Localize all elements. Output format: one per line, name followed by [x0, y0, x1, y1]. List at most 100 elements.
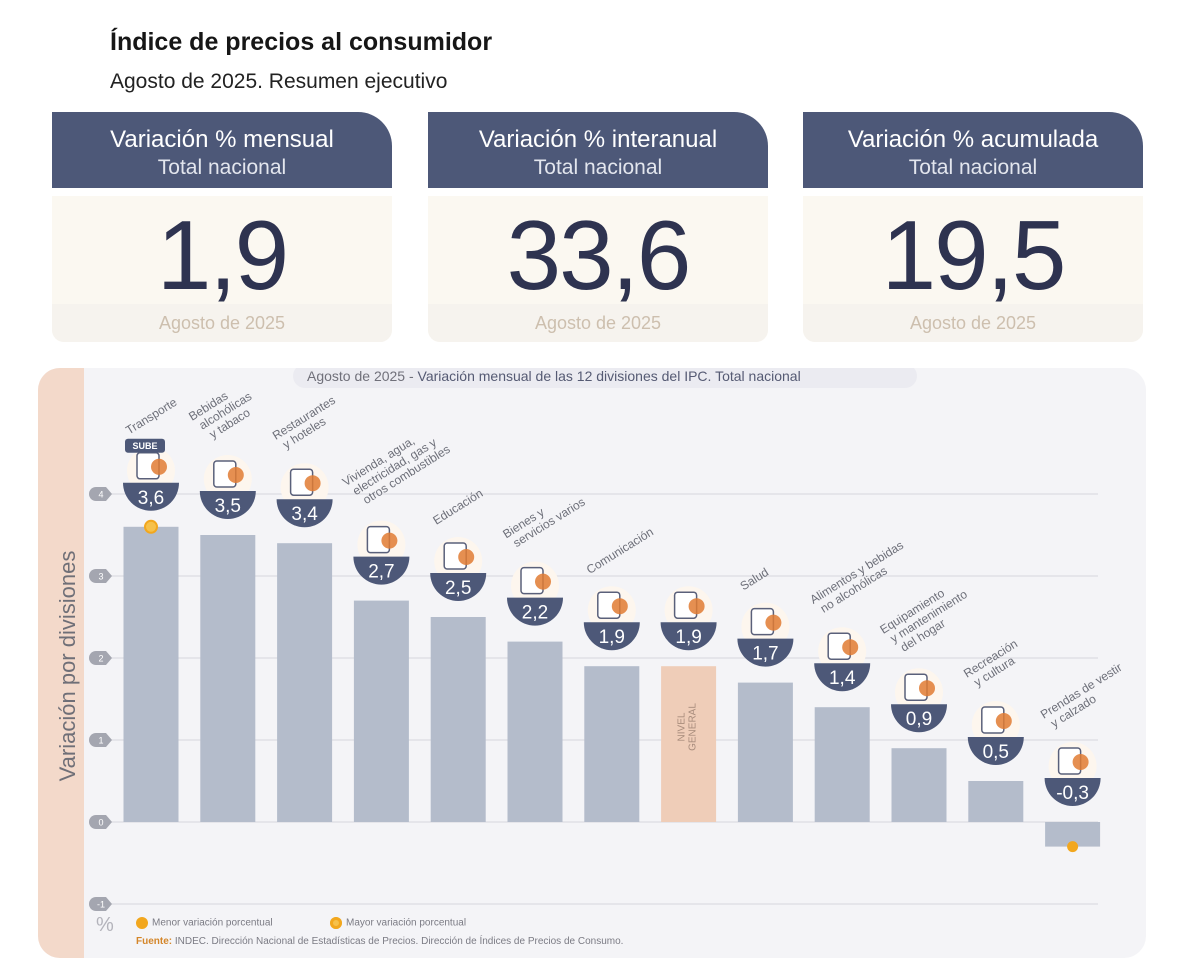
- value-label: 2,2: [522, 603, 548, 624]
- y-tick-label: 4: [98, 490, 103, 500]
- chart-title-text: Variación mensual de las 12 divisiones d…: [417, 368, 801, 384]
- category-label-line: Comunicación: [584, 525, 656, 577]
- value-badge: [1044, 778, 1101, 806]
- card-title: Variación % mensual: [110, 126, 334, 153]
- legend-label: Mayor variación porcentual: [346, 917, 467, 929]
- category-label-line: Alimentos y bebidas: [807, 538, 905, 607]
- y-tick-marker: [89, 569, 112, 583]
- bus-icon: SUBE: [125, 438, 167, 480]
- y-tick-marker: [89, 733, 112, 747]
- shopping-basket-icon: [673, 591, 705, 619]
- y-tick-label: -1: [97, 900, 105, 910]
- bar: [968, 781, 1024, 822]
- category-label: Salud: [738, 565, 771, 593]
- card-monthly: Variación % mensual Total nacional 1,9 A…: [52, 112, 392, 342]
- lightbulb-key-icon: [366, 525, 398, 554]
- first-aid-icon: [750, 607, 782, 636]
- icon-accent: [151, 458, 167, 475]
- bar: [123, 526, 179, 822]
- comb-scissors-icon: [520, 566, 551, 595]
- category-label: Educación: [430, 486, 485, 528]
- sube-badge-text: SUBE: [132, 441, 157, 451]
- category-label-line: Educación: [430, 486, 485, 528]
- icon-accent: [842, 639, 859, 656]
- y-unit-label: %: [96, 914, 114, 936]
- smartphone-icon: [597, 591, 628, 619]
- value-label: 0,5: [983, 742, 1009, 763]
- value-label: 1,4: [829, 668, 856, 689]
- icon-accent: [304, 475, 321, 492]
- legend-dot-icon: [136, 917, 148, 929]
- legend-ring-dot-icon: [330, 917, 342, 929]
- card-title: Variación % interanual: [478, 126, 718, 153]
- lowest-marker-icon: [1067, 841, 1079, 853]
- y-tick-marker: [89, 897, 112, 911]
- card-period: Agosto de 2025: [428, 304, 768, 342]
- value-badge: [660, 622, 717, 651]
- bar: [507, 641, 563, 822]
- card-period: Agosto de 2025: [52, 304, 392, 342]
- value-label: 1,7: [752, 644, 778, 665]
- category-label: Vivienda, agua,electricidad, gas yotros …: [340, 433, 453, 506]
- bar: [353, 600, 409, 822]
- category-label-line: Transporte: [123, 395, 180, 438]
- card-value: 1,9: [156, 200, 289, 310]
- value-label: 0,9: [906, 709, 932, 730]
- icon-accent: [381, 532, 398, 549]
- bar: [661, 666, 717, 822]
- general-level-text: GENERAL: [688, 703, 699, 751]
- bar: [277, 543, 333, 822]
- wine-bottle-icon: [213, 460, 244, 488]
- bar: [891, 748, 947, 822]
- bar: [737, 682, 793, 822]
- icon-accent: [919, 680, 935, 697]
- value-badge: [276, 499, 333, 528]
- icon-accent: [765, 614, 782, 631]
- icon-accent: [1072, 754, 1089, 770]
- value-badge: [891, 704, 947, 733]
- icon-accent: [611, 598, 628, 615]
- value-label: 1,9: [675, 627, 701, 648]
- category-label-line: Salud: [738, 565, 771, 593]
- card-value: 33,6: [506, 200, 692, 310]
- general-level-text: NIVEL: [677, 712, 688, 741]
- card-header: Variación % acumulada Total nacional: [803, 112, 1143, 188]
- value-badge: [583, 622, 640, 651]
- value-badge: [430, 573, 487, 601]
- washing-machine-icon: [904, 673, 935, 701]
- source-label: Fuente:: [136, 936, 173, 947]
- y-tick-label: 2: [98, 654, 103, 664]
- chart-title: Agosto de 2025 - Variación mensual de la…: [293, 368, 917, 388]
- page-subtitle: Agosto de 2025. Resumen ejecutivo: [110, 70, 448, 93]
- legend-label: Menor variación porcentual: [152, 917, 273, 929]
- card-year-on-year: Variación % interanual Total nacional 33…: [428, 112, 768, 342]
- y-tick-marker: [89, 651, 112, 665]
- card-scope: Total nacional: [908, 156, 1038, 179]
- card-accumulated: Variación % acumulada Total nacional 19,…: [803, 112, 1143, 342]
- bar: [200, 535, 256, 822]
- icon-accent: [535, 573, 551, 590]
- value-label: 3,4: [291, 504, 318, 525]
- card-body: 19,5 Agosto de 2025: [803, 196, 1143, 342]
- chart-panel: Variación por divisiones Agosto de 2025 …: [38, 368, 1146, 958]
- value-label: 2,5: [445, 578, 471, 599]
- icon-accent: [995, 713, 1012, 729]
- sube-badge-icon: [125, 438, 165, 453]
- y-tick-marker: [89, 487, 112, 501]
- notebook-pencil-icon: [443, 542, 475, 570]
- category-label: Comunicación: [584, 525, 656, 577]
- bar: [430, 617, 486, 822]
- highest-marker-icon: [144, 519, 158, 534]
- card-period: Agosto de 2025: [803, 304, 1143, 342]
- umbrella-sun-icon: [981, 706, 1012, 734]
- y-tick-label: 1: [98, 736, 103, 746]
- value-label: 3,6: [138, 488, 164, 509]
- value-label: 3,5: [215, 496, 241, 517]
- icon-accent: [688, 598, 705, 615]
